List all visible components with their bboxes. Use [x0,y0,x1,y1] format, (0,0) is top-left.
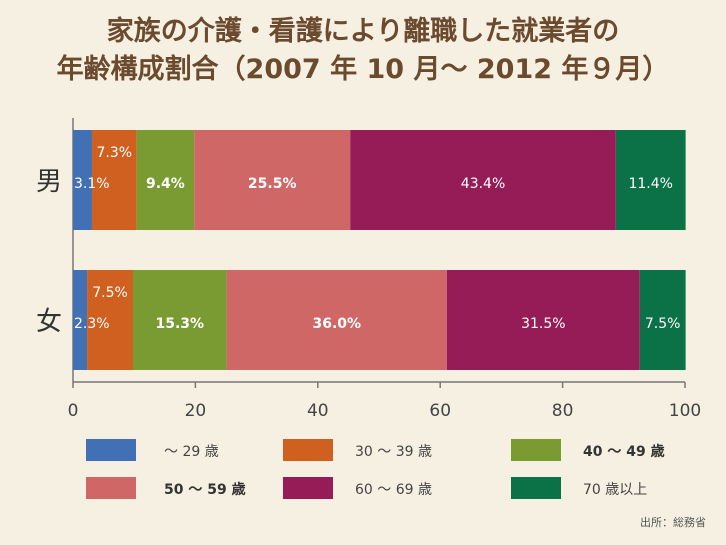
data-label: 9.4% [146,176,185,192]
legend-label: 50 ～ 59 歳 [164,482,246,498]
bar-segment [136,130,195,230]
data-label: 15.3% [156,316,205,332]
chart-title-line2: 年齢構成割合（2007 年 10 月～ 2012 年９月） [56,54,670,85]
bar-segment [73,270,88,370]
x-tick-label: 20 [185,401,207,421]
data-label: 3.1% [74,176,110,192]
data-label: 2.3% [74,316,110,332]
legend-label: 60 ～ 69 歳 [355,482,432,498]
bar-segment [446,270,640,370]
bar-segment [132,270,227,370]
source-note: 出所：総務省 [640,516,706,529]
data-label: 43.4% [461,176,505,192]
legend-swatch [511,477,561,499]
x-tick-label: 0 [68,401,79,421]
data-label: 7.5% [645,316,681,332]
legend-label: 70 歳以上 [583,482,648,498]
bar-segment [615,130,686,230]
bar-segment [87,270,133,370]
legend-swatch [283,439,333,461]
data-label: 25.5% [248,176,297,192]
x-tick-label: 100 [669,401,701,421]
category-label: 男 [36,167,62,197]
data-label: 7.5% [92,285,128,301]
bar-segment [91,130,137,230]
legend-label: ～ 29 歳 [164,444,219,460]
data-label: 31.5% [521,316,565,332]
legend-swatch [511,439,561,461]
legend-swatch [86,477,136,499]
chart-title-line1: 家族の介護・看護により離職した就業者の [106,16,620,47]
bar-segment [73,130,92,230]
legend-label: 30 ～ 39 歳 [355,444,432,460]
legend-label: 40 ～ 49 歳 [583,444,665,460]
bar-segment [226,270,447,370]
bar-segment [639,270,686,370]
x-tick-label: 40 [307,401,329,421]
legend-swatch [283,477,333,499]
data-label: 7.3% [97,145,133,161]
category-label: 女 [36,307,62,337]
legend-swatch [86,439,136,461]
bar-segment [194,130,351,230]
x-tick-label: 80 [552,401,574,421]
data-label: 11.4% [628,176,672,192]
x-tick-label: 60 [429,401,451,421]
bar-segment [350,130,616,230]
data-label: 36.0% [312,316,361,332]
